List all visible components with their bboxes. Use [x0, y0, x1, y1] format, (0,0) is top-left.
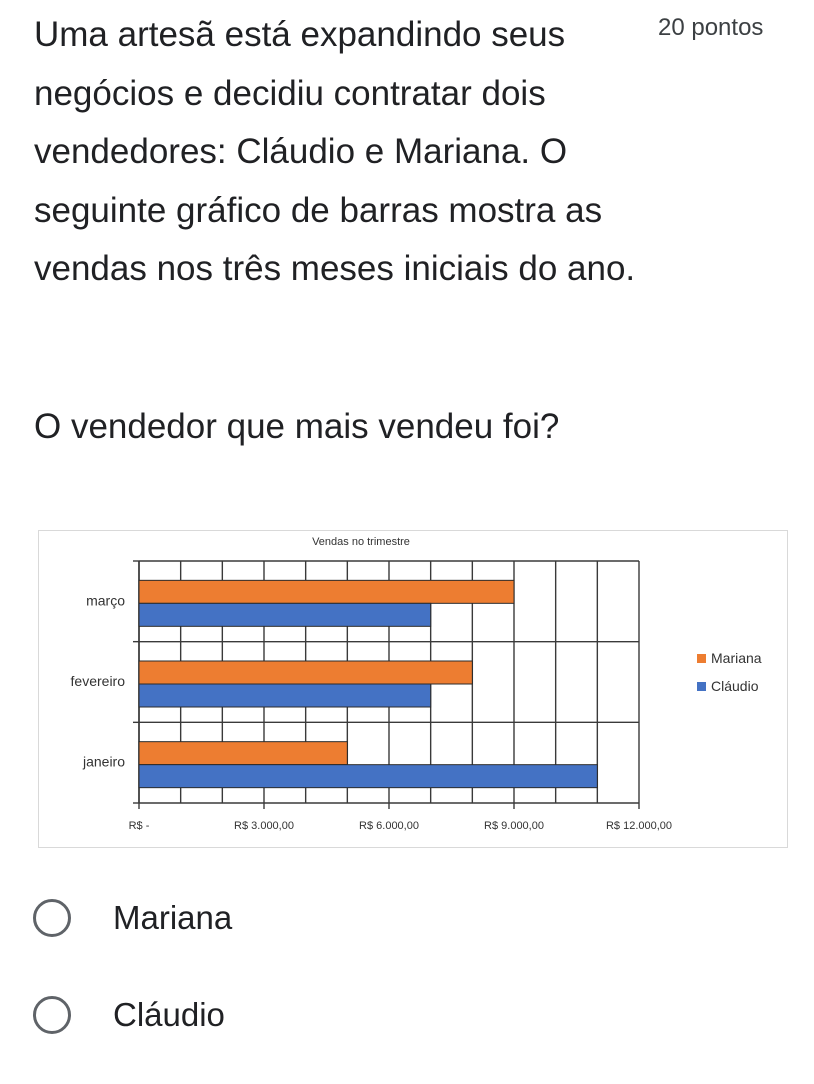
- option-mariana[interactable]: Mariana: [33, 891, 433, 945]
- sub-question-text: O vendedor que mais vendeu foi?: [34, 407, 560, 446]
- bar-mariana-fevereiro: [138, 660, 473, 685]
- chart-svg: Vendas no trimestre janeiro fevereiro março…: [71, 536, 762, 832]
- category-label-fevereiro: fevereiro: [71, 673, 126, 689]
- question-text: Uma artesã está expandindo seus negócios…: [34, 15, 636, 288]
- x-tick-label: R$ -: [129, 820, 150, 832]
- option-label-claudio: Cláudio: [113, 996, 225, 1033]
- category-label-janeiro: janeiro: [82, 754, 125, 770]
- legend-label-0: Mariana: [711, 650, 762, 666]
- legend-swatch-0: [697, 654, 706, 663]
- bar-claudio-janeiro: [138, 764, 598, 789]
- category-label-marco: março: [86, 592, 125, 608]
- points-label: 20 pontos: [658, 14, 764, 41]
- x-tick-label: R$ 6.000,00: [359, 820, 419, 832]
- bar-claudio-marco: [138, 602, 432, 627]
- legend-swatch-1: [697, 682, 706, 691]
- chart-title: Vendas no trimestre: [312, 536, 410, 548]
- radio-claudio[interactable]: [33, 996, 71, 1034]
- x-tick-label: R$ 12.000,00: [606, 820, 672, 832]
- bar-mariana-marco: [138, 579, 515, 604]
- option-label-mariana: Mariana: [113, 899, 233, 936]
- x-tick-label: R$ 9.000,00: [484, 820, 544, 832]
- legend-label-1: Cláudio: [711, 678, 759, 694]
- bar-claudio-fevereiro: [138, 683, 432, 708]
- radio-mariana[interactable]: [33, 899, 71, 937]
- x-tick-label: R$ 3.000,00: [234, 820, 294, 832]
- sales-chart: Vendas no trimestre janeiro fevereiro março…: [38, 530, 788, 848]
- bar-mariana-janeiro: [138, 741, 348, 766]
- option-claudio[interactable]: Cláudio: [33, 988, 433, 1042]
